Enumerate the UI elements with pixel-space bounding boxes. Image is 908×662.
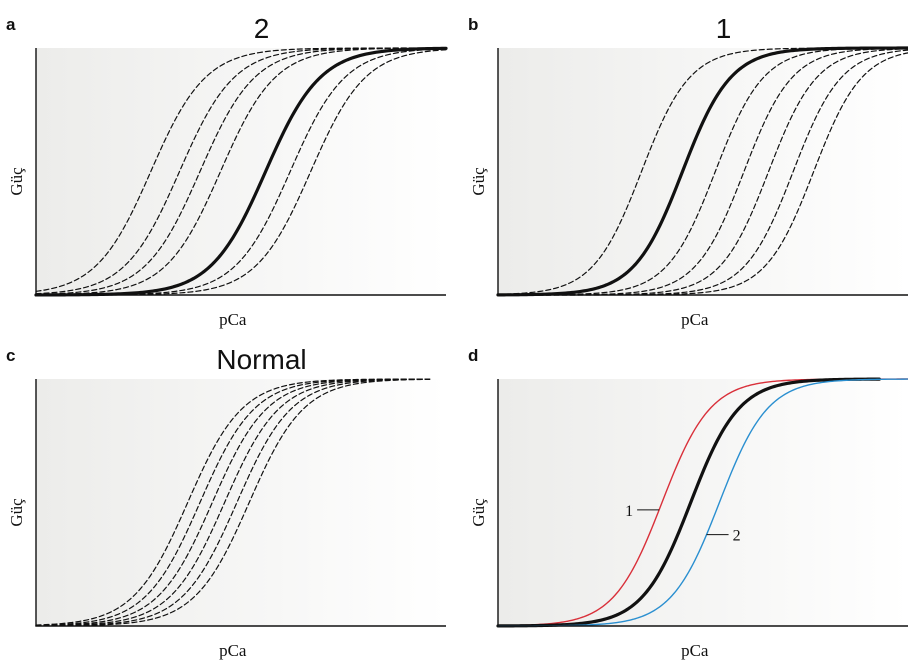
y-axis-label: Güç bbox=[469, 498, 488, 527]
plot-background bbox=[36, 379, 446, 626]
panel-letter: c bbox=[6, 346, 15, 365]
chart-b: b 1 pCa Güç bbox=[468, 13, 908, 329]
x-axis-label: pCa bbox=[219, 310, 247, 329]
axes bbox=[35, 48, 446, 296]
panel-a: a 2 pCa Güç bbox=[0, 0, 448, 331]
series-line-2-bold bbox=[496, 46, 908, 297]
plot-background bbox=[498, 379, 908, 626]
series-line-4 bbox=[35, 47, 447, 296]
axes bbox=[497, 48, 908, 296]
plot-background bbox=[36, 48, 446, 295]
panel-b: b 1 pCa Güç bbox=[462, 0, 908, 331]
axes bbox=[497, 379, 908, 627]
x-axis-label: pCa bbox=[681, 310, 709, 329]
series-line-6 bbox=[35, 378, 431, 627]
chart-c: c Normal pCa Güç bbox=[6, 344, 446, 660]
y-axis-label: Güç bbox=[7, 167, 26, 196]
y-axis-label: Güç bbox=[7, 498, 26, 527]
panel-letter: d bbox=[468, 346, 478, 365]
annotation-label-1: 1 bbox=[625, 503, 633, 520]
panel-title: 2 bbox=[254, 13, 270, 44]
panel-letter: b bbox=[468, 15, 478, 34]
annotation-label-2: 2 bbox=[733, 528, 741, 545]
panel-title: Normal bbox=[216, 344, 306, 375]
chart-a: a 2 pCa Güç bbox=[6, 13, 448, 329]
series-line-5 bbox=[35, 378, 431, 627]
x-axis-label: pCa bbox=[219, 641, 247, 660]
panel-letter: a bbox=[6, 15, 16, 34]
chart-d: d 1 2 pCa Güç bbox=[468, 346, 908, 660]
panel-c: c Normal pCa Güç bbox=[0, 331, 446, 662]
y-axis-label: Güç bbox=[469, 167, 488, 196]
panel-title: 1 bbox=[716, 13, 732, 44]
series-line-4 bbox=[35, 378, 431, 627]
series-line-2 bbox=[496, 377, 881, 628]
axes bbox=[35, 379, 446, 627]
x-axis-label: pCa bbox=[681, 641, 709, 660]
panel-d: d 1 2 pCa Güç bbox=[462, 331, 908, 662]
plot-background bbox=[498, 48, 908, 295]
